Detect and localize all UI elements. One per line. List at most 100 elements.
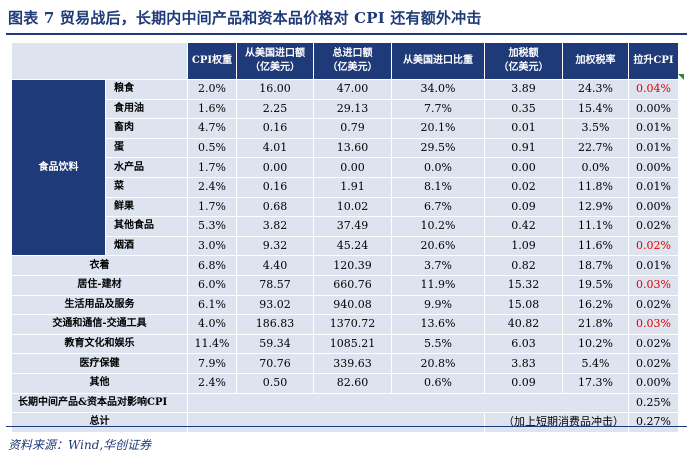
tax-rate-cell: 18.7% (562, 255, 629, 276)
title-underline (6, 33, 687, 35)
us-share-cell: 34.0% (391, 79, 485, 100)
tax-amount-cell: 0.82 (484, 255, 563, 276)
tax-amount-cell: 40.82 (484, 314, 563, 335)
subcategory-label: 其他食品 (105, 216, 188, 237)
tax-rate-cell: 19.5% (562, 274, 629, 296)
cpi-pull-cell: 0.01% (628, 118, 679, 139)
table-row: 菜 2.4% 0.16 1.91 8.1% 0.02 11.8% 0.01% (12, 176, 679, 198)
tax-rate-cell: 17.3% (562, 372, 629, 394)
header-us-share: 从美国进口比重 (391, 42, 485, 80)
table-row: 教育文化和娱乐 11.4% 59.34 1085.21 5.5% 6.03 10.2% 0.0… (11, 333, 679, 355)
tax-rate-cell: 3.5% (562, 118, 629, 139)
tax-amount-cell: 0.91 (484, 137, 563, 159)
long-term-pull: 0.25% (628, 392, 679, 414)
total-import-cell: 940.08 (313, 294, 392, 316)
header-cpi-pull: 拉升CPI (628, 42, 679, 80)
cpi-weight-cell: 2.4% (187, 372, 237, 394)
us-import-cell: 3.82 (236, 216, 314, 237)
category-food-beverage: 食品饮料 (11, 78, 106, 257)
us-import-cell: 0.16 (236, 176, 314, 198)
table-row: 烟酒 3.0% 9.32 45.24 20.6% 1.09 11.6% 0.02% (12, 235, 679, 257)
header-tax-rate: 加权税率 (562, 42, 629, 80)
us-share-cell: 5.5% (391, 333, 485, 355)
cpi-pull-cell: 0.02% (628, 353, 679, 374)
subcategory-label: 蛋 (105, 137, 188, 159)
long-term-label: 长期中间产品&资本品对影响CPI (11, 392, 188, 414)
header-blank (11, 42, 188, 80)
cpi-pull-cell: 0.02% (628, 235, 679, 257)
cpi-pull-cell: 0.00% (628, 196, 679, 218)
us-import-cell: 4.01 (236, 137, 314, 159)
tax-amount-cell: 6.03 (484, 333, 563, 355)
cpi-weight-cell: 1.7% (187, 157, 237, 178)
us-import-cell: 93.02 (236, 294, 314, 316)
figure-title: 图表 7 贸易战后，长期内中间产品和资本品价格对 CPI 还有额外冲击 (8, 9, 482, 27)
total-import-cell: 45.24 (313, 235, 392, 257)
cpi-pull-cell: 0.01% (628, 176, 679, 198)
us-import-cell: 2.25 (236, 98, 314, 120)
tax-amount-cell: 0.42 (484, 216, 563, 237)
cpi-weight-cell: 6.0% (187, 274, 237, 296)
tax-amount-cell: 0.09 (484, 372, 563, 394)
table-row: 其他 2.4% 0.50 82.60 0.6% 0.09 17.3% 0.00% (11, 372, 679, 394)
us-share-cell: 13.6% (391, 314, 485, 335)
table-row: 水产品 1.7% 0.00 0.00 0.0% 0.00 0.0% 0.00% (12, 157, 679, 178)
us-import-cell: 59.34 (236, 333, 314, 355)
table-row: 其他食品 5.3% 3.82 37.49 10.2% 0.42 11.1% 0.02% (12, 216, 679, 237)
subcategory-label: 畜肉 (105, 118, 188, 139)
header-us-import: 从美国进口额 （亿美元） (236, 42, 314, 80)
us-import-cell: 186.83 (236, 314, 314, 335)
subcategory-label: 食用油 (105, 98, 188, 120)
header-total-import: 总进口额 （亿美元） (313, 42, 392, 80)
subcategory-label: 菜 (105, 176, 188, 198)
tax-rate-cell: 10.2% (562, 333, 629, 355)
header-tax-amount: 加税额 （亿美元） (484, 42, 563, 80)
us-import-cell: 70.76 (236, 353, 314, 374)
tax-rate-cell: 12.9% (562, 196, 629, 218)
us-import-cell: 0.16 (236, 118, 314, 139)
source-note: 资料来源：Wind,华创证券 (8, 438, 152, 452)
cpi-pull-cell: 0.03% (628, 274, 679, 296)
tax-amount-cell: 0.00 (484, 157, 563, 178)
tax-rate-cell: 15.4% (562, 98, 629, 120)
subcategory-label: 粮食 (105, 79, 188, 100)
us-share-cell: 0.0% (391, 157, 485, 178)
empty-cell (187, 392, 629, 414)
cpi-pull-cell: 0.02% (628, 333, 679, 355)
subcategory-label: 烟酒 (105, 235, 188, 257)
tax-amount-cell: 0.35 (484, 98, 563, 120)
total-import-cell: 1.91 (313, 176, 392, 198)
tax-amount-cell: 0.02 (484, 176, 563, 198)
header-line: （亿美元） (498, 62, 549, 73)
cpi-weight-cell: 11.4% (187, 333, 237, 355)
us-share-cell: 8.1% (391, 176, 485, 198)
header-line: （亿美元） (327, 62, 378, 73)
header-line: 总进口额 (332, 48, 373, 59)
subcategory-label: 鲜果 (105, 196, 188, 218)
cpi-pull-cell: 0.04% (628, 79, 679, 100)
category-label: 医疗保健 (11, 353, 188, 374)
cpi-pull-cell: 0.02% (628, 294, 679, 316)
total-import-cell: 82.60 (313, 372, 392, 394)
cpi-pull-cell: 0.03% (628, 314, 679, 335)
tax-amount-cell: 0.09 (484, 196, 563, 218)
cpi-weight-cell: 3.0% (187, 235, 237, 257)
us-import-cell: 16.00 (236, 79, 314, 100)
table-row: 鲜果 1.7% 0.68 10.02 6.7% 0.09 12.9% 0.00% (12, 196, 679, 218)
category-label: 衣着 (11, 255, 188, 276)
tax-rate-cell: 11.6% (562, 235, 629, 257)
us-share-cell: 9.9% (391, 294, 485, 316)
footer-rule (6, 426, 687, 427)
tax-amount-cell: 3.89 (484, 79, 563, 100)
tax-rate-cell: 22.7% (562, 137, 629, 159)
tax-amount-cell: 1.09 (484, 235, 563, 257)
us-share-cell: 6.7% (391, 196, 485, 218)
cpi-pull-cell: 0.01% (628, 255, 679, 276)
total-row: 总计 （加上短期消费品冲击） 0.27% (11, 412, 679, 433)
long-term-row: 长期中间产品&资本品对影响CPI 0.25% (11, 392, 679, 414)
total-note: （加上短期消费品冲击） (484, 412, 629, 433)
cpi-pull-cell: 0.01% (628, 137, 679, 159)
table-row: 蛋 0.5% 4.01 13.60 29.5% 0.91 22.7% 0.01% (12, 137, 679, 159)
cpi-weight-cell: 1.6% (187, 98, 237, 120)
total-import-cell: 1085.21 (313, 333, 392, 355)
